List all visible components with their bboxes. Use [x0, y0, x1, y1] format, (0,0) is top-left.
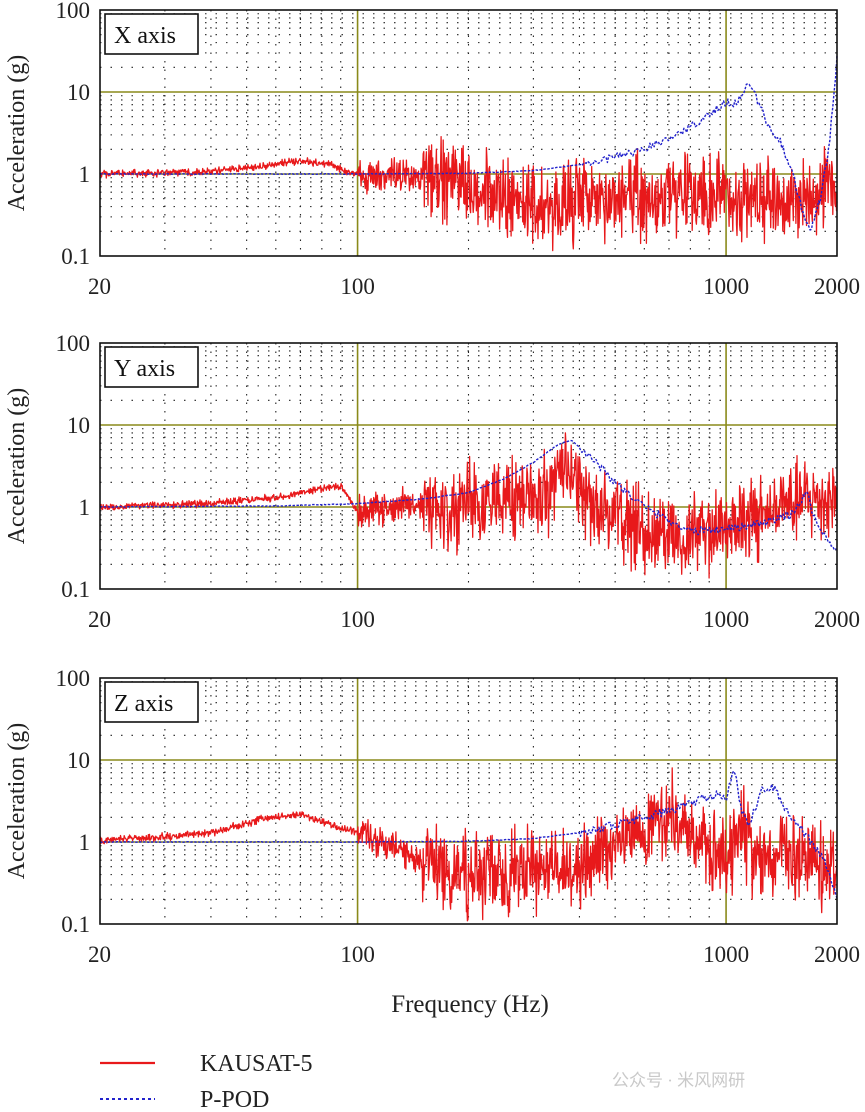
axis-label: Z axis [114, 691, 173, 717]
y-tick-label: 10 [67, 748, 90, 773]
y-tick-label: 100 [56, 0, 91, 23]
y-tick-label: 0.1 [61, 912, 90, 937]
x-tick-label: 100 [340, 607, 375, 632]
chart-panel-1: 0.1 1 10 100 20 100 1000 2000 Acceleration (g) X … [4, 0, 860, 299]
x-tick-label: 1000 [703, 942, 749, 967]
x-tick-label: 1000 [703, 274, 749, 299]
y-tick-label: 0.1 [61, 244, 90, 269]
panels: 0.1 1 10 100 20 100 1000 2000 Acceleration (g) X … [4, 0, 860, 967]
y-tick-label: 10 [67, 80, 90, 105]
series-p-pod-line [99, 770, 838, 899]
axis-label: Y axis [114, 356, 175, 382]
series-kausat-5-line [99, 432, 838, 579]
y-tick-label: 1 [79, 830, 91, 855]
x-tick-label: 20 [88, 607, 111, 632]
legend-ppod-label: P-POD [200, 1087, 269, 1112]
x-axis-label: Frequency (Hz) [391, 991, 549, 1018]
x-tick-label: 2000 [814, 942, 860, 967]
x-tick-label: 2000 [814, 274, 860, 299]
series-p-pod-line [99, 439, 838, 551]
x-tick-label: 20 [88, 942, 111, 967]
y-tick-label: 0.1 [61, 577, 90, 602]
y-axis-label: Acceleration (g) [4, 723, 30, 880]
plot-frame [99, 9, 838, 257]
series-kausat-5-line [99, 135, 838, 252]
y-tick-label: 100 [56, 331, 91, 356]
x-tick-label: 2000 [814, 607, 860, 632]
watermark: 公众号 · 米风网研 [612, 1071, 745, 1090]
y-tick-label: 10 [67, 413, 90, 438]
chart-panel-2: 0.1 1 10 100 20 100 1000 2000 Acceleration (g) Y … [4, 331, 860, 632]
plot-frame [99, 677, 838, 925]
y-tick-label: 100 [56, 666, 91, 691]
y-tick-label: 1 [79, 162, 91, 187]
axis-label-box [104, 681, 199, 723]
x-tick-label: 100 [340, 274, 375, 299]
series-p-pod-line [99, 55, 838, 231]
axis-label-box [104, 346, 199, 388]
chart-panel-3: 0.1 1 10 100 20 100 1000 2000 Acceleration (g) Z … [4, 666, 860, 967]
y-axis-label: Acceleration (g) [4, 388, 30, 545]
axis-label-box [104, 13, 199, 55]
legend-kausat-label: KAUSAT-5 [200, 1051, 312, 1077]
legend: KAUSAT-5 P-POD [100, 1051, 312, 1112]
axis-label: X axis [114, 23, 176, 49]
plot-frame [99, 342, 838, 590]
y-axis-label: Acceleration (g) [4, 55, 30, 212]
x-tick-label: 1000 [703, 607, 749, 632]
y-tick-label: 1 [79, 495, 91, 520]
x-tick-label: 20 [88, 274, 111, 299]
x-tick-label: 100 [340, 942, 375, 967]
series-kausat-5-line [99, 767, 838, 922]
